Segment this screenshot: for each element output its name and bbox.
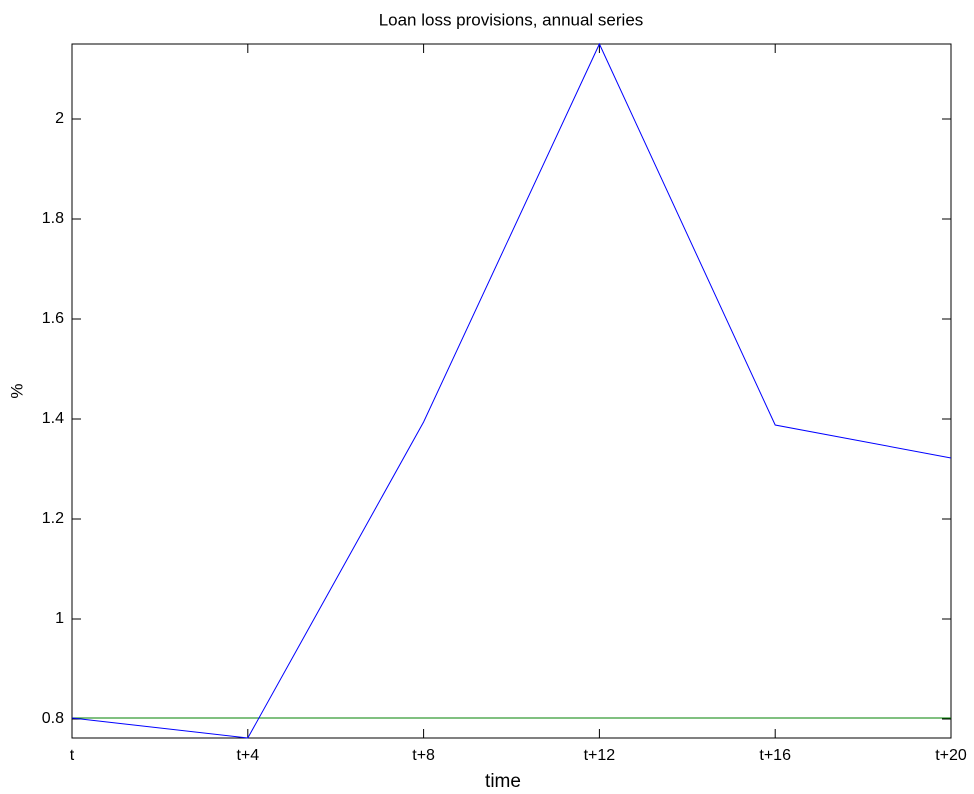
plot-frame [71,43,952,739]
y-tick-label: 2 [55,110,64,127]
x-axis-label: time [485,771,521,792]
x-tick-label: t+4 [236,747,259,764]
y-tick-label: 1.2 [42,510,64,527]
x-tick-label: t+12 [584,747,616,764]
y-tick-label: 1.6 [42,310,64,327]
y-tick-label: 0.8 [42,710,64,727]
line-series [71,42,952,739]
chart-title: Loan loss provisions, annual series [379,10,644,29]
x-tick-label: t+16 [759,747,791,764]
x-tick-label: t+20 [935,747,967,764]
y-tick-label: 1 [55,610,64,627]
x-tick-label: t [70,747,75,764]
y-tick-label: 1.4 [42,410,64,427]
y-tick-label: 1.8 [42,210,64,227]
x-tick-label: t+8 [412,747,435,764]
y-axis-label: % [7,383,26,398]
